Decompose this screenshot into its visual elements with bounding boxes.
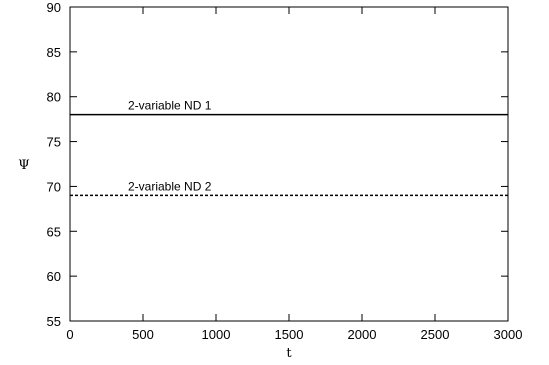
y-tick-label: 65 [47, 224, 61, 239]
series-label-1: 2-variable ND 1 [128, 99, 212, 113]
x-axis-title: t [286, 346, 292, 361]
y-axis-title: Ψ [18, 158, 29, 173]
x-tick-label: 3000 [494, 327, 523, 342]
y-tick-label: 60 [47, 269, 61, 284]
y-tick-label: 75 [47, 135, 61, 150]
x-tick-label: 1500 [275, 327, 304, 342]
y-tick-label: 80 [47, 90, 61, 105]
series-lines: 2-variable ND 1 2-variable ND 2 [70, 99, 508, 197]
y-tick-label: 55 [47, 314, 61, 329]
x-tick-label: 0 [66, 327, 73, 342]
x-tick-label: 500 [132, 327, 154, 342]
x-tick-label: 2500 [421, 327, 450, 342]
y-axis-ticks: 55 60 65 70 75 80 85 90 [47, 0, 508, 329]
y-tick-label: 90 [47, 0, 61, 15]
x-tick-label: 2000 [348, 327, 377, 342]
y-tick-label: 85 [47, 45, 61, 60]
x-tick-label: 1000 [202, 327, 231, 342]
y-tick-label: 70 [47, 179, 61, 194]
x-axis-ticks: 0 500 1000 1500 2000 2500 3000 [66, 7, 522, 342]
plot-frame [69, 6, 509, 322]
series-label-2: 2-variable ND 2 [128, 179, 212, 193]
